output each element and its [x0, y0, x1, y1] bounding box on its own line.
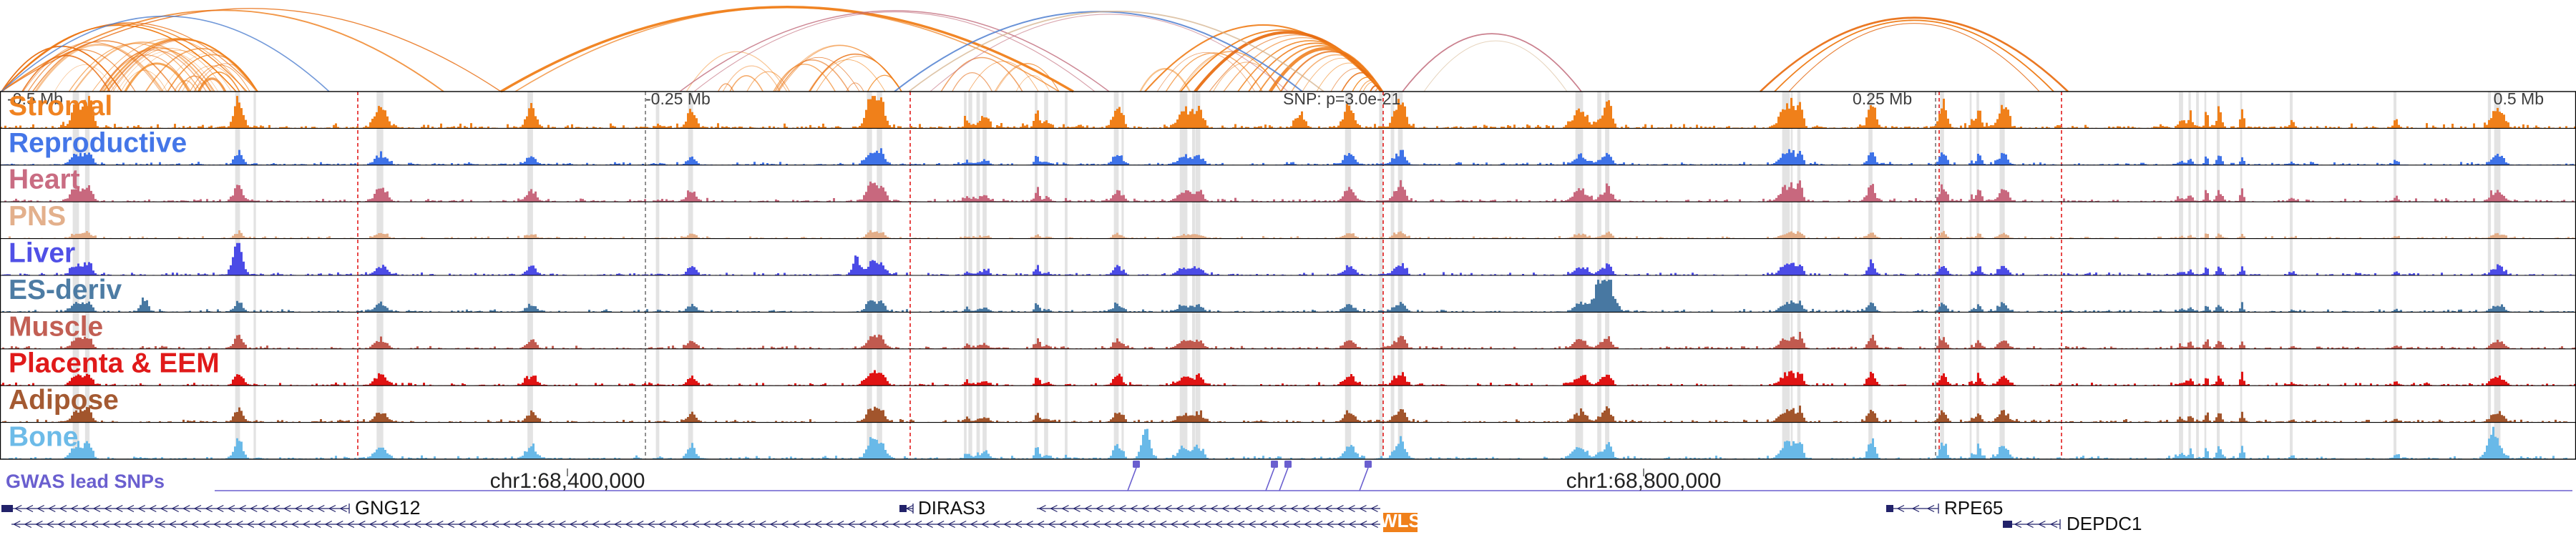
svg-text:DEPDC1: DEPDC1 [2067, 513, 2142, 534]
svg-text:Stromal: Stromal [9, 91, 112, 122]
svg-text:Bone: Bone [9, 422, 79, 453]
svg-text:Heart: Heart [9, 165, 80, 195]
svg-text:PNS: PNS [9, 201, 66, 232]
svg-text:Muscle: Muscle [9, 311, 103, 342]
svg-text:RPE65: RPE65 [1944, 497, 2003, 519]
svg-text:0.25 Mb: 0.25 Mb [1853, 89, 1912, 108]
svg-text:Reproductive: Reproductive [9, 127, 187, 158]
svg-text:DIRAS3: DIRAS3 [918, 497, 985, 519]
svg-text:GWAS lead SNPs: GWAS lead SNPs [6, 471, 165, 492]
svg-text:Liver: Liver [9, 238, 75, 269]
svg-text:WLS: WLS [1380, 510, 1421, 531]
svg-text:GNG12: GNG12 [355, 497, 421, 519]
svg-text:SNP: p=3.0e-21: SNP: p=3.0e-21 [1283, 89, 1400, 108]
svg-text:-0.25 Mb: -0.25 Mb [645, 89, 711, 108]
svg-text:0.5 Mb: 0.5 Mb [2494, 89, 2544, 108]
svg-text:Placenta & EEM: Placenta & EEM [9, 348, 220, 379]
svg-text:Adipose: Adipose [9, 385, 119, 416]
svg-text:ES-deriv: ES-deriv [9, 275, 122, 305]
